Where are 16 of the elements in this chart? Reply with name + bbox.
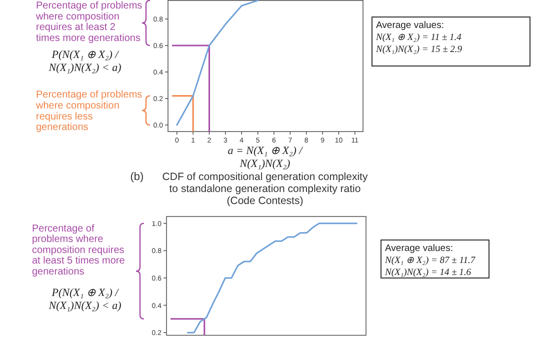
text: Average values:: [376, 20, 444, 31]
text: N(X₁)N(X₂) = 15 ± 2.9: [375, 45, 462, 55]
y-axis-title: P(N(X₁ ⊕ X₂) / N(X₁)N(X₂) < a): [48, 287, 122, 312]
text: Percentage of problems where composition requires at least 2 times more generations: [35, 0, 142, 44]
chart-title: CDF of compositional generation complexity to standalone generation complexity ratio (Code Contests): [162, 171, 368, 207]
text: N(X₁ ⊕ X₂) = 11 ± 1.4: [375, 33, 462, 43]
text: N(X₁ ⊕ X₂) = 87 ± 11.7: [384, 256, 476, 266]
text: Average values:: [385, 243, 453, 254]
line-series: [176, 0, 259, 126]
text: N(X₁)N(X₂) = 14 ± 1.6: [384, 268, 472, 278]
x-axis-title: a = N(X₁ ⊕ X₂) / N(X₁)N(X₂): [228, 145, 304, 170]
text: Percentage of problems where composition requires at least 5 times more generations: [32, 223, 126, 278]
y-axis-title: P(N(X₁ ⊕ X₂) / N(X₁)N(X₂) < a): [48, 49, 122, 74]
text: (b): [130, 171, 144, 183]
text: Percentage of problems where composition requires less generations: [35, 90, 142, 134]
line-series: [186, 222, 358, 334]
